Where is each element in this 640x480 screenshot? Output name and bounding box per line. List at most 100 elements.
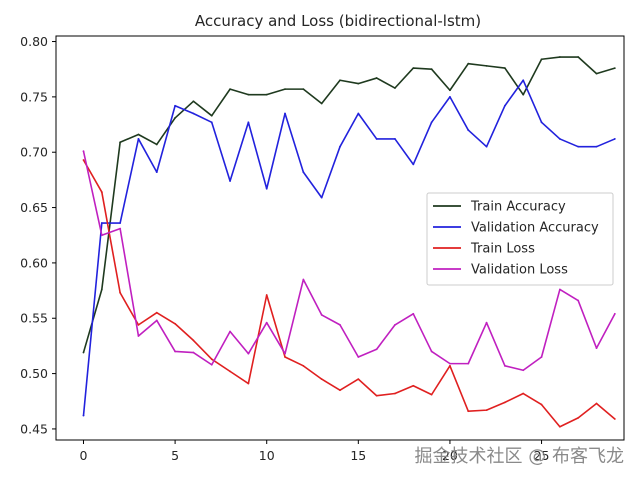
data-point-train-loss [174,322,176,325]
data-point-train-accuracy [375,77,378,79]
data-point-train-accuracy [412,67,415,69]
data-point-train-loss [595,402,598,405]
chart-title: Accuracy and Loss (bidirectional-lstm) [195,12,481,30]
legend-entry: Validation Loss [471,263,568,278]
data-point-validation-loss [229,330,231,333]
data-point-train-loss [522,392,525,395]
data-point-train-loss [119,291,122,294]
data-point-validation-loss [375,348,378,351]
data-point-validation-loss [174,350,176,353]
data-point-validation-accuracy [467,129,470,131]
data-point-validation-loss [522,369,525,372]
data-point-validation-accuracy [394,138,396,140]
data-point-train-loss [357,378,360,381]
data-point-train-loss [339,389,341,392]
legend-entry: Validation Accuracy [471,221,599,236]
data-point-validation-accuracy [485,145,488,148]
data-point-train-accuracy [155,143,158,146]
data-point-train-accuracy [174,117,176,119]
y-tick-label: 0.45 [20,421,48,436]
series-line-validation-loss [82,150,616,372]
data-point-train-loss [229,370,231,373]
data-point-train-loss [82,159,85,161]
data-point-train-accuracy [339,79,341,82]
legend-box [426,192,614,286]
data-point-train-accuracy [613,67,616,69]
data-point-train-loss [247,382,250,385]
data-point-train-loss [577,416,580,419]
data-point-validation-loss [82,150,85,153]
data-point-train-accuracy [467,62,470,65]
plot-frame [55,35,625,441]
data-point-train-accuracy [485,64,488,67]
data-point-validation-accuracy [155,171,158,174]
data-point-train-accuracy [265,93,268,96]
y-tick-label: 0.75 [20,89,48,104]
data-point-validation-accuracy [357,112,360,115]
data-point-train-accuracy [119,141,122,144]
data-point-train-accuracy [595,72,598,75]
y-tick-label: 0.60 [20,255,48,270]
y-tick-label: 0.70 [20,145,48,160]
data-point-train-accuracy [504,67,506,69]
x-tick-label: 20 [442,448,458,463]
data-point-train-accuracy [558,56,561,58]
x-tick-label: 5 [171,448,179,463]
data-point-validation-loss [558,288,561,291]
y-tick-label: 0.65 [20,200,48,215]
data-point-validation-accuracy [375,138,378,140]
data-point-train-loss [320,378,323,381]
data-point-train-accuracy [540,58,543,61]
data-point-train-loss [467,410,470,413]
data-point-train-accuracy [284,88,286,91]
data-point-validation-loss [357,356,360,358]
data-point-train-accuracy [449,89,451,92]
data-point-validation-accuracy [192,112,195,115]
series-line-train-loss [82,159,616,428]
data-point-train-accuracy [320,102,323,105]
data-point-train-loss [558,425,561,428]
data-point-train-loss [284,356,286,358]
data-point-train-accuracy [522,93,525,96]
x-tick-label: 10 [259,448,275,463]
data-point-validation-loss [100,234,103,237]
data-point-validation-accuracy [595,145,598,148]
data-point-validation-accuracy [210,121,213,124]
data-point-validation-accuracy [577,145,580,148]
data-point-validation-loss [210,363,213,366]
data-point-train-loss [375,394,378,397]
data-point-train-accuracy [247,93,250,96]
series-line-validation-accuracy [82,79,616,416]
data-point-train-loss [137,323,140,326]
data-point-validation-accuracy [540,121,543,124]
watermark: 掘金技术社区 @ 布客飞龙 [415,446,624,467]
data-point-train-loss [613,418,616,420]
data-point-train-loss [394,392,396,395]
data-point-train-loss [412,384,415,387]
data-point-validation-loss [284,352,286,355]
data-point-validation-loss [540,356,543,358]
data-point-validation-loss [265,321,268,324]
data-point-validation-accuracy [320,196,323,199]
data-point-validation-accuracy [137,138,140,140]
data-point-train-accuracy [137,133,140,136]
data-point-validation-accuracy [412,163,415,166]
data-point-validation-accuracy [119,222,122,224]
data-point-validation-loss [595,347,598,350]
data-point-validation-loss [119,227,122,230]
data-point-validation-loss [430,350,433,353]
data-point-train-accuracy [357,82,360,85]
data-point-train-accuracy [430,68,433,71]
data-point-validation-loss [504,364,506,367]
data-point-validation-accuracy [100,222,103,224]
data-point-validation-loss [577,299,580,302]
data-point-validation-loss [192,351,195,354]
data-point-train-loss [210,358,213,361]
data-point-validation-accuracy [449,95,451,98]
data-point-validation-accuracy [504,104,506,107]
data-point-validation-loss [320,314,323,316]
data-point-train-loss [302,364,305,367]
data-point-train-loss [155,311,158,314]
plot-area: 0 5 10 15 20 25 0.45 0.50 0.55 0.60 0.65 0.70 0.75 0.… [20,34,625,463]
